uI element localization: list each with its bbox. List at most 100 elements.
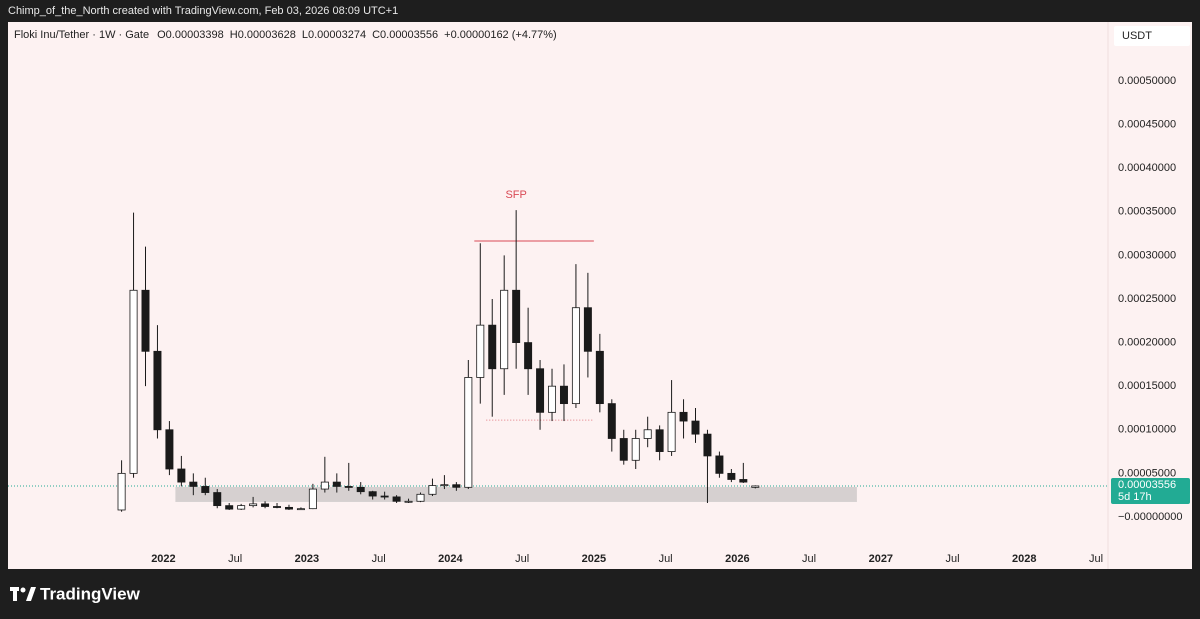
countdown: 5d 17h bbox=[1118, 491, 1152, 503]
candle-body bbox=[452, 484, 461, 488]
candle-body bbox=[440, 484, 449, 487]
candle-body bbox=[356, 486, 365, 493]
x-tick-label: 2026 bbox=[725, 553, 749, 565]
logo: TradingView bbox=[10, 584, 141, 603]
candle-body bbox=[249, 503, 258, 507]
last-price-label: 0.00003556 bbox=[1118, 479, 1176, 491]
y-tick-label: 0.00045000 bbox=[1118, 119, 1176, 131]
candle-body bbox=[416, 493, 425, 502]
candle-body bbox=[332, 481, 341, 487]
currency-box bbox=[1114, 26, 1190, 46]
y-tick-label: 0.00010000 bbox=[1118, 424, 1176, 436]
last-price-box bbox=[1111, 477, 1190, 504]
ohlc-value: C0.00003556 bbox=[372, 29, 438, 41]
candle-body bbox=[488, 324, 497, 370]
candle-body bbox=[595, 350, 604, 405]
candle-body bbox=[189, 481, 198, 487]
x-tick-label: 2028 bbox=[1012, 553, 1036, 565]
candle-body bbox=[607, 403, 616, 439]
y-tick-label: 0.00035000 bbox=[1118, 206, 1176, 218]
x-tick-label: Jul bbox=[372, 553, 386, 565]
ohlc-value: O0.00003398 bbox=[157, 29, 224, 41]
symbol: Floki Inu/Tether · 1W · Gate bbox=[14, 29, 149, 41]
y-tick-label: 0.00040000 bbox=[1118, 162, 1176, 174]
candle-body bbox=[153, 350, 162, 431]
candle-body bbox=[344, 486, 353, 488]
x-tick-label: 2023 bbox=[295, 553, 319, 565]
candle-body bbox=[273, 506, 282, 508]
candle-body bbox=[284, 506, 293, 510]
x-tick-label: 2027 bbox=[869, 553, 893, 565]
candle-body bbox=[619, 438, 628, 461]
candle-body bbox=[177, 468, 186, 483]
candle-body bbox=[655, 429, 664, 452]
candle-body bbox=[201, 486, 210, 493]
candle-body bbox=[739, 479, 748, 483]
candle-body bbox=[751, 485, 760, 488]
candle-body bbox=[320, 481, 329, 490]
logo-mark bbox=[26, 587, 36, 601]
candle-body bbox=[571, 307, 580, 405]
y-tick-label: 0.00030000 bbox=[1118, 249, 1176, 261]
attribution: Chimp_of_the_North created with TradingV… bbox=[8, 5, 398, 17]
y-tick-label: −0.00000000 bbox=[1118, 511, 1183, 523]
candle-body bbox=[631, 438, 640, 461]
ohlc-value: L0.00003274 bbox=[302, 29, 366, 41]
y-tick-label: 0.00050000 bbox=[1118, 75, 1176, 87]
x-tick-label: Jul bbox=[228, 553, 242, 565]
support-zone bbox=[175, 486, 857, 502]
candle-body bbox=[428, 485, 437, 495]
candle-body bbox=[392, 496, 401, 502]
y-tick-label: 0.00025000 bbox=[1118, 293, 1176, 305]
candle-body bbox=[117, 472, 126, 511]
candle-body bbox=[500, 289, 509, 370]
brand: TradingView bbox=[40, 584, 141, 603]
candle-body bbox=[476, 324, 485, 378]
candle-body bbox=[727, 472, 736, 480]
candle-body bbox=[261, 503, 270, 507]
change: +0.00000162 (+4.77%) bbox=[444, 29, 557, 41]
x-tick-label: 2024 bbox=[438, 553, 463, 565]
candle-body bbox=[404, 500, 413, 503]
candle-body bbox=[548, 385, 557, 413]
candle-body bbox=[296, 508, 305, 511]
candle-body bbox=[667, 411, 676, 452]
x-tick-label: Jul bbox=[946, 553, 960, 565]
candle-body bbox=[679, 411, 688, 422]
y-tick-label: 0.00005000 bbox=[1118, 467, 1176, 479]
candle-body bbox=[559, 385, 568, 405]
x-tick-label: Jul bbox=[659, 553, 673, 565]
candle-body bbox=[308, 488, 317, 510]
x-tick-label: Jul bbox=[802, 553, 816, 565]
pane bbox=[8, 22, 1192, 569]
candle-body bbox=[237, 505, 246, 510]
candle-body bbox=[129, 289, 138, 474]
x-tick-label: Jul bbox=[1089, 553, 1103, 565]
candle-body bbox=[691, 420, 700, 435]
candle-body bbox=[524, 342, 533, 370]
candle-body bbox=[643, 429, 652, 439]
candle-body bbox=[225, 505, 234, 510]
ohlc-value: H0.00003628 bbox=[230, 29, 296, 41]
x-tick-label: 2025 bbox=[582, 553, 606, 565]
x-tick-label: Jul bbox=[515, 553, 529, 565]
candle-body bbox=[703, 433, 712, 457]
candle-body bbox=[512, 289, 521, 343]
currency: USDT bbox=[1122, 30, 1152, 42]
logo-mark bbox=[13, 587, 17, 601]
candle-body bbox=[715, 455, 724, 474]
x-tick-label: 2022 bbox=[151, 553, 175, 565]
candle-body bbox=[165, 429, 174, 470]
candle-body bbox=[583, 307, 592, 352]
candle-body bbox=[368, 491, 377, 497]
candle-body bbox=[464, 377, 473, 488]
y-tick-label: 0.00020000 bbox=[1118, 336, 1176, 348]
candle-body bbox=[536, 368, 545, 413]
candle-body bbox=[380, 495, 389, 498]
legend: Floki Inu/Tether · 1W · Gate O0.00003398… bbox=[14, 29, 557, 41]
candle-body bbox=[141, 289, 150, 352]
logo-mark bbox=[20, 587, 26, 593]
y-tick-label: 0.00015000 bbox=[1118, 380, 1176, 392]
annotation: SFP bbox=[505, 189, 526, 201]
